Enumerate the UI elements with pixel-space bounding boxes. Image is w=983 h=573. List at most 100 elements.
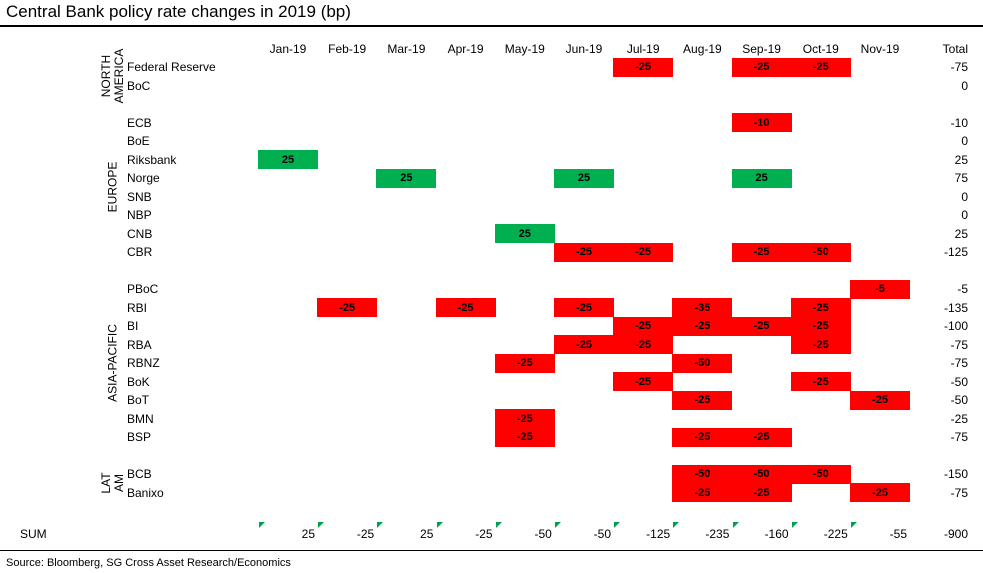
rate-change-cell: -25	[613, 335, 674, 354]
rate-change-cell: -50	[672, 353, 733, 373]
month-sum: -50	[593, 527, 611, 541]
month-sum: -50	[534, 527, 552, 541]
rate-change-cell: -25	[850, 390, 910, 410]
bank-label: BCB	[127, 467, 152, 481]
month-header: Jun-19	[565, 42, 603, 56]
month-sum: -235	[705, 527, 730, 541]
rate-change-cell: -25	[613, 372, 674, 391]
rate-change-cell: -25	[731, 242, 792, 262]
error-indicator-icon	[495, 522, 502, 528]
bank-total: -75	[950, 356, 968, 370]
bank-total: -150	[943, 467, 968, 481]
rate-change-cell: -50	[672, 464, 733, 484]
rate-change-cell: -25	[435, 298, 496, 317]
bank-label: BoK	[127, 374, 150, 389]
month-header: Oct-19	[802, 42, 839, 56]
sum-total: -900	[943, 527, 968, 541]
bank-total: -5	[957, 282, 968, 296]
month-sum: -55	[889, 527, 907, 541]
error-indicator-icon	[436, 522, 443, 528]
bank-total: -75	[950, 337, 968, 352]
rate-change-cell: -25	[613, 316, 674, 336]
bank-total: 0	[961, 78, 968, 93]
bank-total: -10	[950, 115, 968, 130]
region-label-line: ASIA-PACIFIC	[105, 324, 120, 402]
bank-total: -75	[950, 430, 968, 444]
rate-change-cell: -25	[494, 353, 555, 373]
error-indicator-icon	[318, 522, 325, 528]
region-label-line: AMERICA	[112, 48, 126, 104]
rate-change-cell: -35	[672, 298, 733, 317]
bank-label: CBR	[127, 245, 153, 259]
bank-label: BI	[127, 319, 139, 333]
month-sum: -25	[475, 527, 493, 541]
chart-title: Central Bank policy rate changes in 2019…	[6, 2, 351, 21]
month-sum: -225	[823, 527, 848, 541]
rate-change-cell: -25	[317, 298, 378, 317]
region-label: EUROPE	[105, 161, 120, 213]
error-indicator-icon	[851, 522, 857, 528]
bank-label: Norge	[127, 171, 160, 185]
rate-change-cell: 25	[554, 168, 614, 188]
title-rule	[0, 25, 983, 27]
rate-change-cell: -25	[790, 335, 851, 354]
bank-label: CNB	[127, 226, 153, 241]
bank-label: BSP	[127, 430, 152, 444]
region-label-line: EUROPE	[105, 161, 120, 213]
rate-change-cell: -25	[790, 57, 851, 77]
rate-change-cell: -25	[672, 390, 733, 410]
rate-change-cell: -25	[790, 372, 851, 391]
bank-total: -135	[943, 300, 968, 315]
region-label-line: AM	[112, 474, 126, 493]
bank-total: -125	[943, 245, 968, 259]
rate-change-cell: -25	[613, 57, 674, 77]
month-header: May-19	[504, 42, 545, 56]
rate-change-cell: -50	[790, 464, 851, 484]
month-sum: 25	[301, 527, 315, 541]
error-indicator-icon	[259, 522, 265, 528]
rate-change-cell: -25	[494, 409, 555, 428]
bank-label: BMN	[127, 411, 154, 426]
region-label: NORTH AMERICA	[99, 48, 126, 104]
month-header: Aug-19	[683, 42, 722, 56]
sum-label: SUM	[20, 527, 47, 541]
month-sum: -160	[764, 527, 789, 541]
total-header: Total	[942, 42, 968, 56]
bank-total: 25	[954, 226, 968, 241]
bank-total: -75	[950, 485, 968, 500]
rate-change-cell: -25	[731, 316, 792, 336]
month-sum: 25	[420, 527, 434, 541]
bank-label: BoC	[127, 78, 151, 93]
rate-change-cell: 25	[258, 150, 318, 169]
month-header: Mar-19	[387, 42, 426, 56]
rate-change-cell: -50	[731, 464, 792, 484]
bank-label: RBA	[127, 337, 152, 352]
bank-total: -50	[950, 393, 968, 407]
bank-label: NBP	[127, 208, 152, 222]
rate-change-cell: -25	[790, 298, 851, 317]
rate-change-cell: -10	[731, 113, 792, 132]
bank-total: 0	[961, 208, 968, 222]
error-indicator-icon	[377, 522, 384, 528]
rate-change-cell: -25	[554, 335, 614, 354]
month-sum: -25	[356, 527, 375, 541]
bank-total: 0	[961, 189, 968, 204]
month-header: Jul-19	[626, 42, 660, 56]
rate-change-cell: 25	[376, 168, 437, 188]
bank-total: -100	[943, 319, 968, 333]
rate-change-cell: -25	[494, 427, 555, 447]
rate-change-cell: -25	[554, 298, 614, 317]
bank-label: SNB	[127, 189, 152, 204]
bank-label: Federal Reserve	[127, 60, 216, 74]
rate-change-cell: -5	[850, 279, 910, 299]
bank-label: Banixo	[127, 485, 164, 500]
rate-change-cell: 25	[731, 168, 792, 188]
month-header: Apr-19	[447, 42, 484, 56]
rate-change-cell: -25	[554, 242, 614, 262]
rate-change-cell: -25	[790, 316, 851, 336]
rate-change-cell: -25	[672, 316, 733, 336]
error-indicator-icon	[555, 522, 561, 528]
rate-change-cell: -25	[613, 242, 674, 262]
bank-label: RBNZ	[127, 356, 160, 370]
